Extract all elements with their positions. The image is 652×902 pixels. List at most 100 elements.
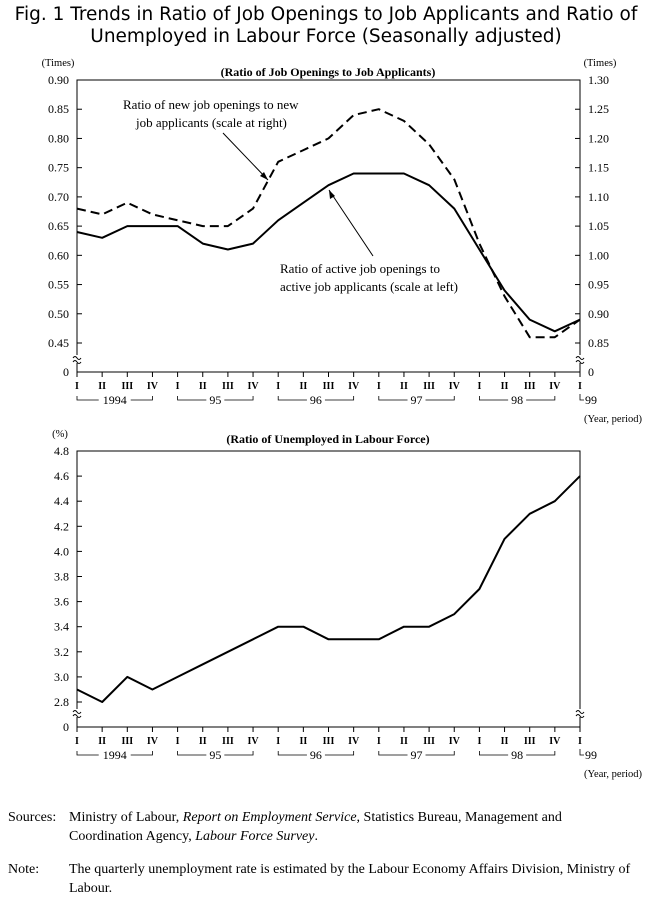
chart2-quarter-label: IV [348,736,360,747]
chart2-y-tick-label: 4.4 [54,494,69,508]
note-text: The quarterly unemployment rate is estim… [69,862,631,896]
chart1-left-tick-label: 0.65 [48,219,69,233]
chart1-quarter-label: IV [247,381,259,392]
chart1-year-mask [407,394,426,406]
chart2-y-tick-label: 3.8 [54,570,69,584]
chart1-right-tick-label: 1.10 [588,190,609,204]
chart1-quarter-label: II [501,381,509,392]
chart1-year-bracket [579,394,584,401]
chart2-left-axis-break [72,710,82,718]
chart2-year-label: 97 [411,748,423,762]
sources-pre: Ministry of Labour, [69,810,183,825]
unemployment-rate-line [76,475,581,703]
chart1-quarter-label: I [377,381,381,392]
chart2-y-tick-label: 2.8 [54,695,69,709]
chart1-quarter-label: III [524,381,536,392]
sources-report-title: Report on Employment Service [182,810,357,825]
chart2-quarter-label: I [176,736,180,747]
chart1-year-mask [508,394,527,406]
chart2-quarter-label: IV [549,736,561,747]
chart1-right-unit: (Times) [584,58,617,69]
chart2-xlabel: (Year, period) [584,769,642,780]
chart2-year-bracket [579,749,584,756]
chart1-annotation-active-1: Ratio of active job openings to [280,261,440,276]
chart2-y-tick-label: 4.6 [54,469,69,483]
chart1-quarter-label: IV [348,381,360,392]
chart1-left-axis-break [72,356,82,364]
chart2-year-label: 96 [310,748,322,762]
chart2-quarter-label: III [222,736,234,747]
chart1-quarter-label: II [98,381,106,392]
chart1-quarter-label: I [75,381,79,392]
chart1-quarter-label: III [121,381,133,392]
chart1-year-label: 96 [310,393,322,407]
chart2-y-tick-label: 3.2 [54,645,69,659]
chart2-frame [76,450,581,728]
chart2-quarter-label: III [121,736,133,747]
chart1-quarter-label: III [423,381,435,392]
chart2-unit: (%) [52,429,68,440]
chart1-year-label: 1994 [103,393,127,407]
chart2-quarter-label: II [98,736,106,747]
chart2-year-mask [407,749,426,761]
chart1-xlabel: (Year, period) [584,414,642,425]
chart2-year-mask [98,749,131,761]
figure-title-line2: Unemployed in Labour Force (Seasonally a… [90,26,562,47]
chart2-quarter-label: II [299,736,307,747]
chart1-right-tick-label: 1.30 [588,73,609,87]
chart1-right-tick-label: 1.05 [588,219,609,233]
chart1-right-axis-break [575,356,585,364]
chart1-year-mask [206,394,225,406]
note-label: Note: [8,862,40,877]
chart2-quarter-label: III [423,736,435,747]
chart1-right-tick-label: 0.85 [588,336,609,350]
chart2-year-label: 98 [511,748,523,762]
chart2-y-tick-label: 3.0 [54,670,69,684]
chart1-right-tick-label: 1.15 [588,161,609,175]
chart1-annotation-active-arrowhead [329,190,335,199]
chart1-left-axis-break-mask [72,355,82,363]
chart1-annotation-new-pointer [222,132,269,181]
chart1-title: (Ratio of Job Openings to Job Applicants… [221,65,436,79]
chart2-right-axis-break [575,710,585,718]
chart1-quarter-label: IV [147,381,159,392]
chart2-y-tick-label: 4.0 [54,544,69,558]
chart1-left-tick-label: 0.80 [48,131,69,145]
figure-title-line1: Fig. 1 Trends in Ratio of Job Openings t… [14,4,638,25]
chart2-left-axis-break-mask [72,709,82,717]
chart2-quarter-label: I [276,736,280,747]
chart1-right-tick-label: 0.95 [588,278,609,292]
chart2-year-mask [508,749,527,761]
chart1-right-tick-label: 0.90 [588,307,609,321]
sources-block: Sources: Ministry of Labour, Report on E… [8,808,648,848]
sources-survey-title: Labour Force Survey [195,829,315,844]
chart1-right-tick-label: 1.00 [588,248,609,262]
unemployment-chart: (%) (Ratio of Unemployed in Labour Force)… [52,429,642,780]
chart2-y-tick-label: 4.8 [54,444,69,458]
chart1-quarter-label: III [222,381,234,392]
chart1-right-tick-label: 1.20 [588,131,609,145]
chart1-right-axis-break-mask [575,355,585,363]
chart1-quarter-label: I [176,381,180,392]
chart2-quarter-label: III [524,736,536,747]
chart1-quarter-label: I [578,381,582,392]
sources-mid: , Statistics Bureau, Management and Coor… [69,810,562,844]
chart1-year-label: 97 [411,393,423,407]
chart1-quarter-label: II [299,381,307,392]
chart2-y-tick-label: 0 [63,720,69,734]
chart1-annotation-new-2: job applicants (scale at right) [135,115,287,130]
chart1-right-tick-label: 1.25 [588,102,609,116]
chart2-year-label: 95 [209,748,221,762]
chart1-left-tick-label: 0.45 [48,336,69,350]
chart1-left-tick-label: 0.85 [48,102,69,116]
chart2-quarter-label: III [323,736,335,747]
chart1-quarter-label: IV [449,381,461,392]
sources-label: Sources: [8,810,57,825]
chart1-year-label: 99 [585,393,597,407]
chart2-quarter-label: IV [247,736,259,747]
chart2-quarter-label: I [578,736,582,747]
note-block: Note: The quarterly unemployment rate is… [8,860,648,900]
chart1-right-tick-label: 0 [588,365,594,379]
figure-title: Fig. 1 Trends in Ratio of Job Openings t… [0,4,652,48]
chart1-quarter-label: III [323,381,335,392]
